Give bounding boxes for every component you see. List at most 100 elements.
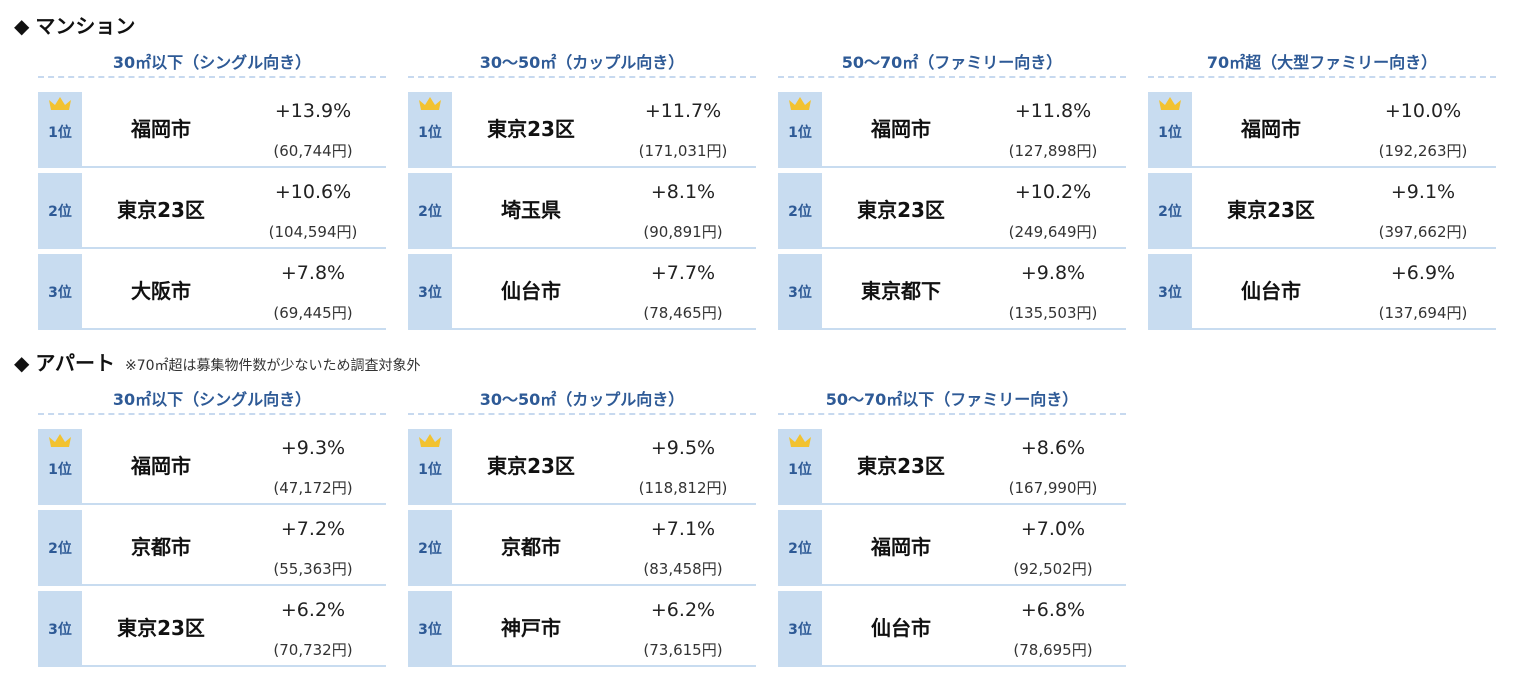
average-rent: (70,732円)	[273, 641, 353, 659]
city-name: 東京23区	[487, 117, 575, 141]
mansion-section-title: マンション	[35, 14, 136, 38]
crown-icon	[1159, 97, 1181, 110]
rank-cell: 2位	[38, 510, 82, 584]
rent-change-rate: +10.2%	[1014, 181, 1092, 203]
rank-cell: 3位	[38, 591, 82, 665]
rank-label: 1位	[1158, 125, 1182, 141]
apartment-ranking-block: 30㎡以下（シングル向き） 1位 福岡市 +9.3% (47,172円) 2位 京都市 +7.…	[38, 389, 386, 667]
average-rent: (69,445円)	[273, 304, 353, 322]
average-rent: (78,465円)	[643, 304, 723, 322]
ranking-row: 2位 福岡市 +7.0% (92,502円)	[778, 510, 1126, 586]
city-name: 京都市	[501, 535, 561, 559]
ranking-row: 1位 福岡市 +9.3% (47,172円)	[38, 429, 386, 505]
city-name: 東京23区	[487, 454, 575, 478]
ranking-row: 3位 仙台市 +6.9% (137,694円)	[1148, 254, 1496, 330]
rank-label: 3位	[48, 285, 72, 301]
rent-change-rate: +7.8%	[280, 262, 346, 284]
mansion-ranking-block: 50〜70㎡（ファミリー向き） 1位 福岡市 +11.8% (127,898円) 2位 東京…	[778, 52, 1126, 330]
ranking-row: 1位 東京23区 +8.6% (167,990円)	[778, 429, 1126, 505]
rank-cell: 1位	[778, 92, 822, 166]
crown-icon	[49, 97, 71, 110]
ranking-row: 2位 京都市 +7.1% (83,458円)	[408, 510, 756, 586]
rank-label: 3位	[1158, 285, 1182, 301]
city-name: 神戸市	[501, 616, 561, 640]
rank-label: 2位	[788, 541, 812, 557]
rent-change-rate: +10.6%	[274, 181, 352, 203]
mansion-ranking-block: 30〜50㎡（カップル向き） 1位 東京23区 +11.7% (171,031円) 2位 埼…	[408, 52, 756, 330]
city-name: 仙台市	[1241, 279, 1301, 303]
mansion-section-heading: ◆ マンション	[14, 10, 135, 39]
apartment-ranking-block: 30〜50㎡（カップル向き） 1位 東京23区 +9.5% (118,812円) 2位 京都…	[408, 389, 756, 667]
block-header: 30㎡以下（シングル向き）	[38, 52, 386, 78]
rank-cell: 2位	[1148, 173, 1192, 247]
rank-label: 3位	[788, 285, 812, 301]
rent-change-rate: +11.8%	[1014, 100, 1092, 122]
block-header: 50〜70㎡以下（ファミリー向き）	[778, 389, 1126, 415]
rent-change-rate: +6.8%	[1020, 599, 1086, 621]
city-name: 東京23区	[117, 198, 205, 222]
city-name: 埼玉県	[501, 198, 561, 222]
block-header: 70㎡超（大型ファミリー向き）	[1148, 52, 1496, 78]
rank-label: 2位	[1158, 204, 1182, 220]
rent-change-rate: +9.5%	[650, 437, 716, 459]
rank-cell: 3位	[408, 591, 452, 665]
rank-cell: 3位	[1148, 254, 1192, 328]
ranking-row: 2位 東京23区 +9.1% (397,662円)	[1148, 173, 1496, 249]
ranking-row: 2位 埼玉県 +8.1% (90,891円)	[408, 173, 756, 249]
rank-label: 3位	[48, 622, 72, 638]
ranking-row: 1位 福岡市 +11.8% (127,898円)	[778, 92, 1126, 168]
city-name: 京都市	[131, 535, 191, 559]
rank-label: 2位	[48, 541, 72, 557]
average-rent: (137,694円)	[1378, 304, 1468, 322]
crown-icon	[789, 97, 811, 110]
rent-change-rate: +9.8%	[1020, 262, 1086, 284]
city-name: 東京23区	[857, 198, 945, 222]
block-header: 30㎡以下（シングル向き）	[38, 389, 386, 415]
crown-icon	[49, 434, 71, 447]
rent-change-rate: +6.9%	[1390, 262, 1456, 284]
rank-cell: 1位	[408, 429, 452, 503]
rank-cell: 2位	[38, 173, 82, 247]
average-rent: (118,812円)	[638, 479, 728, 497]
rank-cell: 3位	[778, 591, 822, 665]
rent-change-rate: +7.2%	[280, 518, 346, 540]
rent-change-rate: +7.0%	[1020, 518, 1086, 540]
rank-label: 3位	[418, 622, 442, 638]
rank-label: 1位	[788, 462, 812, 478]
ranking-row: 3位 東京都下 +9.8% (135,503円)	[778, 254, 1126, 330]
average-rent: (92,502円)	[1013, 560, 1093, 578]
ranking-row: 3位 神戸市 +6.2% (73,615円)	[408, 591, 756, 667]
rank-label: 1位	[48, 462, 72, 478]
rent-change-rate: +6.2%	[280, 599, 346, 621]
apartment-section-title: アパート	[35, 351, 115, 375]
apartment-section-note: ※70㎡超は募集物件数が少ないため調査対象外	[125, 358, 421, 374]
apartment-ranking-block: 50〜70㎡以下（ファミリー向き） 1位 東京23区 +8.6% (167,990円) 2…	[778, 389, 1126, 667]
city-name: 東京23区	[117, 616, 205, 640]
rent-change-rate: +7.7%	[650, 262, 716, 284]
ranking-row: 1位 東京23区 +9.5% (118,812円)	[408, 429, 756, 505]
city-name: 仙台市	[871, 616, 931, 640]
average-rent: (47,172円)	[273, 479, 353, 497]
city-name: 東京23区	[1227, 198, 1315, 222]
rank-label: 1位	[48, 125, 72, 141]
mansion-ranking-block: 70㎡超（大型ファミリー向き） 1位 福岡市 +10.0% (192,263円) 2位 東京…	[1148, 52, 1496, 330]
city-name: 福岡市	[131, 454, 191, 478]
rank-label: 1位	[418, 462, 442, 478]
average-rent: (397,662円)	[1378, 223, 1468, 241]
rent-change-rate: +7.1%	[650, 518, 716, 540]
rent-change-rate: +13.9%	[274, 100, 352, 122]
city-name: 福岡市	[1241, 117, 1301, 141]
rank-cell: 1位	[1148, 92, 1192, 166]
rent-change-rate: +8.1%	[650, 181, 716, 203]
rank-cell: 2位	[778, 173, 822, 247]
ranking-row: 2位 京都市 +7.2% (55,363円)	[38, 510, 386, 586]
rent-change-rate: +11.7%	[644, 100, 722, 122]
mansion-ranking-block: 30㎡以下（シングル向き） 1位 福岡市 +13.9% (60,744円) 2位 東京23区…	[38, 52, 386, 330]
city-name: 仙台市	[501, 279, 561, 303]
city-name: 大阪市	[131, 279, 191, 303]
rank-label: 1位	[788, 125, 812, 141]
crown-icon	[419, 434, 441, 447]
rank-label: 1位	[418, 125, 442, 141]
block-header: 30〜50㎡（カップル向き）	[408, 389, 756, 415]
apartment-section-heading: ◆ アパート ※70㎡超は募集物件数が少ないため調査対象外	[14, 347, 421, 376]
